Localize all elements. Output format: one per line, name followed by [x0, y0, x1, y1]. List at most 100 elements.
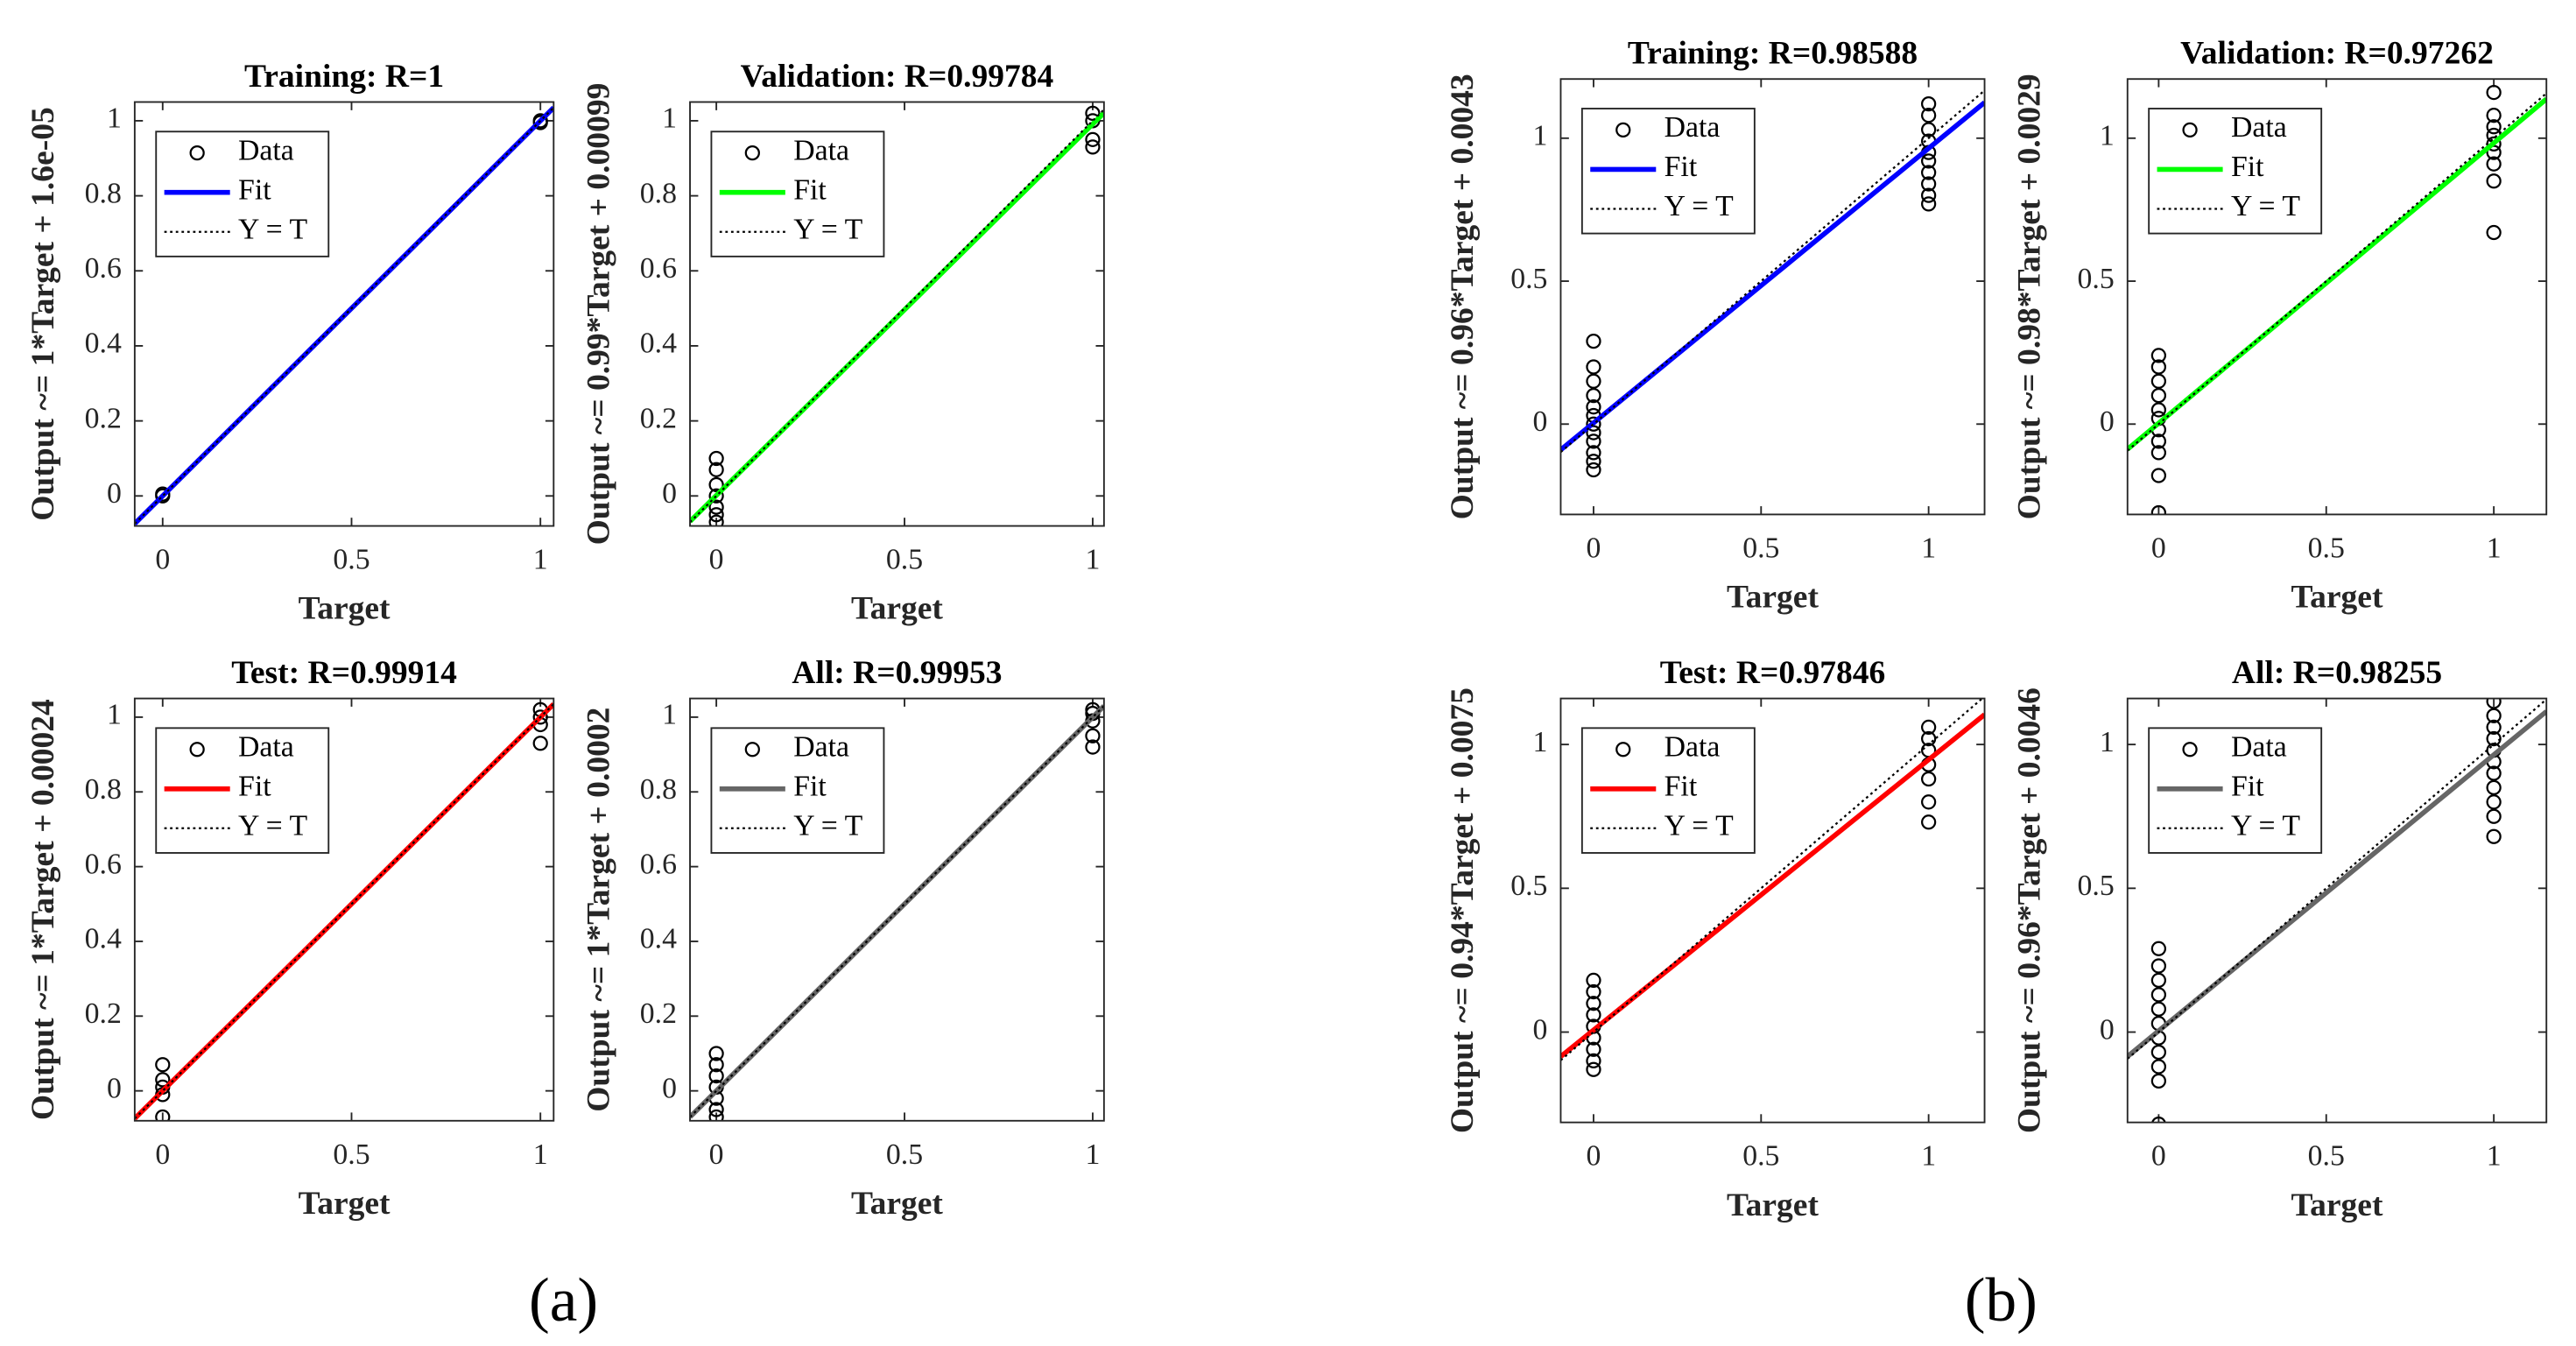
plot-content: [134, 701, 554, 1121]
data-point: [708, 499, 724, 515]
subplot: 0 0.5 1 0 0.2 0.4 0.6 0.8 1 Data Fit Y = T All: R=0.…: [581, 655, 1105, 1222]
data-point: [708, 462, 724, 477]
data-point: [2150, 359, 2167, 375]
legend-marker: [189, 742, 205, 758]
legend-label: Data: [793, 730, 849, 763]
data-point: [1586, 333, 1601, 349]
data-point: [2486, 119, 2502, 135]
y-axis-label: Output ~= 1*Target + 0.0002: [581, 708, 616, 1112]
legend-label: Data: [2231, 730, 2287, 763]
data-point: [2150, 433, 2167, 449]
data-point: [2150, 1059, 2167, 1075]
chart-title: All: R=0.98255: [2232, 655, 2442, 691]
y-tick-label: 0.8: [640, 177, 677, 209]
legend-label: Fit: [1665, 771, 1698, 803]
legend-label: Y = T: [238, 213, 307, 245]
data-point: [2486, 719, 2502, 736]
y-tick-label: 0.4: [640, 328, 677, 360]
legend-marker: [1615, 122, 1631, 138]
legend-label: Y = T: [238, 810, 307, 842]
caption: (b): [1965, 1265, 2038, 1335]
line-solid: [2127, 96, 2547, 452]
legend-marker: [744, 145, 760, 161]
y-tick-label: 0.8: [85, 177, 122, 209]
line-dotted: [134, 107, 554, 525]
legend-label: Y = T: [1665, 190, 1734, 222]
data-point: [2486, 708, 2502, 723]
subplot: 0 0.5 1 0 0.2 0.4 0.6 0.8 1 Data Fit Y = T Test: R=0…: [25, 655, 555, 1222]
x-tick-label: 1: [533, 1138, 548, 1171]
data-point: [155, 1057, 171, 1073]
y-tick-label: 1: [2100, 726, 2115, 758]
y-tick-label: 0.8: [85, 773, 122, 806]
legend-label: Data: [2231, 111, 2287, 144]
axes-box: [2126, 78, 2548, 516]
axes-box: [1559, 78, 1986, 516]
subplot: 0 0.5 1 0 0.5 1 Data Fit Y = T All: R=0.98255 Targ…: [2012, 655, 2548, 1223]
legend-label: Fit: [2231, 771, 2264, 803]
legend-label: Fit: [238, 173, 271, 206]
data-point: [1586, 1061, 1601, 1077]
legend-label: Y = T: [2231, 190, 2300, 222]
data-point: [708, 1068, 724, 1084]
data-point: [708, 450, 724, 467]
data-point: [2150, 1073, 2167, 1089]
x-axis-label: Target: [299, 591, 391, 627]
chart-title: Test: R=0.97846: [1660, 655, 1886, 691]
legend-label: Fit: [793, 173, 827, 206]
legend-label: Data: [1665, 111, 1721, 144]
x-axis-label: Target: [1727, 1187, 1819, 1223]
data-point: [1921, 165, 1937, 180]
data-point: [1921, 719, 1937, 736]
data-point: [2486, 808, 2502, 824]
subplot: 0 0.5 1 0 0.2 0.4 0.6 0.8 1 Data Fit Y = T Validatio…: [581, 59, 1105, 627]
legend-label: Data: [238, 134, 294, 166]
data-point: [2486, 224, 2502, 241]
data-point: [155, 486, 171, 502]
plot-content: [2127, 698, 2547, 1123]
legend-label: Y = T: [1665, 810, 1734, 842]
x-tick-label: 1: [1086, 544, 1101, 576]
x-tick-label: 0: [709, 544, 724, 576]
data-point: [1921, 196, 1937, 212]
x-tick-label: 0: [2151, 1140, 2166, 1173]
data-point: [1921, 122, 1937, 137]
legend-marker: [1615, 742, 1631, 758]
data-point: [1586, 387, 1601, 404]
chart-title: Training: R=1: [244, 59, 444, 95]
x-tick-label: 0: [1587, 532, 1601, 564]
plot-content: [2127, 84, 2547, 515]
y-tick-label: 0: [107, 477, 122, 510]
data-point: [1586, 462, 1601, 478]
x-tick-label: 0.5: [333, 544, 370, 576]
caption: (a): [529, 1265, 598, 1335]
y-tick-label: 1: [107, 699, 122, 731]
x-axis-label: Target: [2291, 580, 2383, 616]
x-tick-label: 0: [2151, 532, 2166, 564]
axes-box: [133, 697, 555, 1122]
data-point: [1921, 814, 1937, 830]
data-point: [1586, 359, 1601, 375]
y-tick-label: 1: [1533, 120, 1548, 152]
data-point: [1586, 445, 1601, 461]
data-point: [2150, 387, 2167, 404]
x-tick-label: 0: [155, 544, 170, 576]
x-axis-label: Target: [2291, 1187, 2383, 1223]
legend-label: Fit: [238, 771, 271, 803]
data-point: [2150, 972, 2167, 989]
axes-box: [689, 101, 1105, 527]
chart-title: All: R=0.99953: [792, 655, 1002, 691]
legend-label: Y = T: [793, 213, 862, 245]
y-axis-label: Output ~= 0.99*Target + 0.00099: [581, 83, 616, 546]
data-point: [532, 736, 548, 751]
x-tick-label: 0: [1587, 1140, 1601, 1173]
plot-content: [690, 701, 1104, 1121]
legend-label: Fit: [793, 771, 827, 803]
data-point: [155, 1109, 171, 1121]
data-point: [1921, 108, 1937, 123]
y-axis-label: Output ~= 1*Target + 0.00024: [25, 699, 61, 1120]
data-point: [2486, 156, 2502, 172]
data-point: [708, 476, 724, 493]
y-tick-label: 0.2: [85, 997, 122, 1030]
